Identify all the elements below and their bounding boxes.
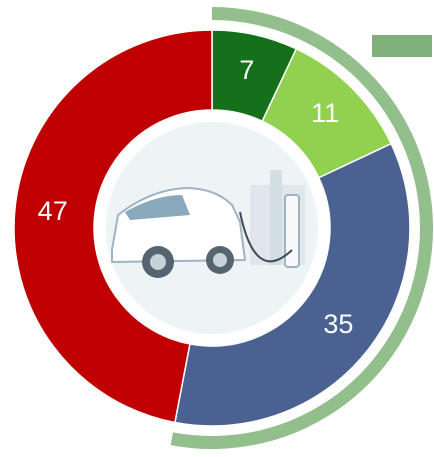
- legend-swatch: [372, 35, 432, 57]
- data-label: 35: [323, 309, 353, 339]
- data-label: 11: [311, 98, 339, 128]
- chart: 7 11 35 47: [0, 0, 434, 457]
- data-label: 47: [38, 196, 68, 226]
- page: {"chart_data": {"type": "donut", "values…: [0, 0, 434, 457]
- data-label: 7: [239, 55, 254, 85]
- center-image: [94, 110, 330, 346]
